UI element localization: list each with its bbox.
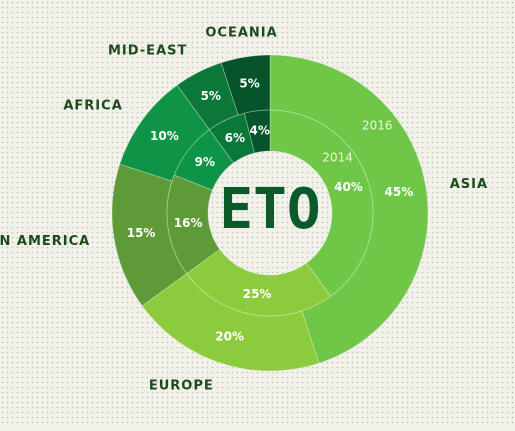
value-label: 10% xyxy=(150,129,179,143)
ring-label: 2016 xyxy=(362,119,393,133)
value-label: 20% xyxy=(215,330,244,344)
slice xyxy=(269,109,374,297)
value-label: 15% xyxy=(127,226,156,240)
value-label: 6% xyxy=(225,131,245,145)
center-label: ETO xyxy=(219,177,320,242)
value-label: 40% xyxy=(334,180,363,194)
slice xyxy=(269,54,429,364)
slice xyxy=(166,174,221,275)
value-label: 5% xyxy=(239,77,259,91)
slice xyxy=(243,109,271,154)
slice xyxy=(173,129,235,191)
category-label: ASIA xyxy=(450,177,488,192)
category-label: OCEANIA xyxy=(205,26,277,41)
value-label: 9% xyxy=(195,155,215,169)
value-label: 5% xyxy=(201,89,221,103)
value-label: 16% xyxy=(174,216,203,230)
category-label: EUROPE xyxy=(149,379,214,394)
value-label: 45% xyxy=(385,185,414,199)
value-label: 25% xyxy=(243,287,272,301)
category-label: LATIN AMERICA xyxy=(0,234,90,249)
category-label: MID-EAST xyxy=(108,43,187,58)
slice xyxy=(208,112,256,164)
category-label: AFRICA xyxy=(63,99,122,114)
ring-label: 2014 xyxy=(322,151,353,165)
slice xyxy=(186,248,332,317)
value-label: 4% xyxy=(249,124,269,138)
